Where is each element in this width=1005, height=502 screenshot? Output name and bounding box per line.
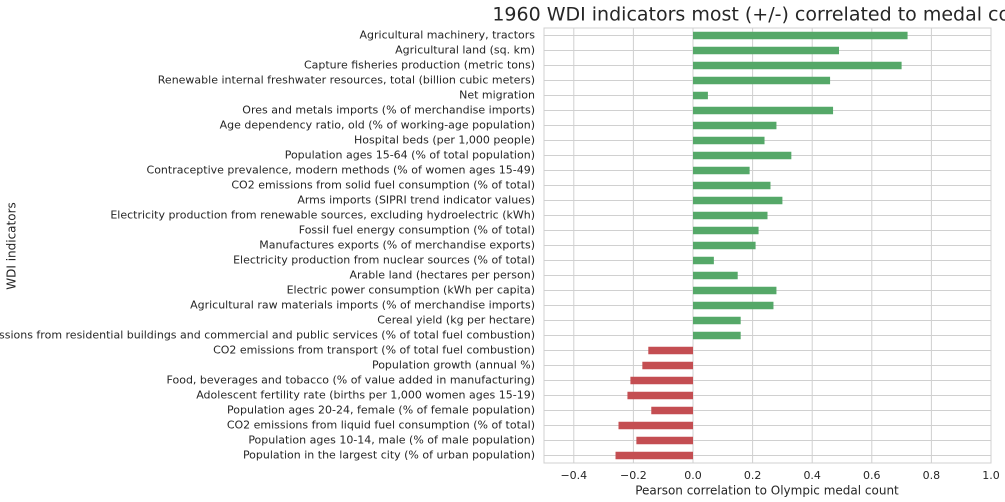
x-tick-label: 0.6 [863,469,881,482]
x-tick-label: 0.8 [923,469,941,482]
x-tick-label: −0.2 [620,469,647,482]
bar [693,256,714,265]
x-axis-label: Pearson correlation to Olympic medal cou… [635,484,899,498]
y-tick-label: Electricity production from nuclear sour… [233,254,535,267]
y-tick-label: Food, beverages and tobacco (% of value … [167,374,535,387]
y-tick-label: Net migration [459,89,535,102]
x-tick-label: 0.0 [684,469,702,482]
y-tick-label: Agricultural land (sq. km) [395,44,535,57]
y-tick-label: Population ages 15-64 (% of total popula… [285,149,535,162]
y-tick-label: Arms imports (SIPRI trend indicator valu… [297,194,535,207]
bar [642,361,693,370]
y-tick-label: Adolescent fertility rate (births per 1,… [196,389,535,402]
bar [693,331,741,340]
bar [651,406,693,415]
bar [627,391,693,400]
plot-frame [543,27,992,464]
bar [615,451,693,460]
y-tick-label: Hospital beds (per 1,000 people) [354,134,535,147]
bar [693,166,750,175]
y-tick-label: Fossil fuel energy consumption (% of tot… [299,224,535,237]
y-axis-label: WDI indicators [5,202,19,290]
bar [648,346,693,355]
y-tick-label: CO2 emissions from solid fuel consumptio… [231,179,535,192]
chart-title: 1960 WDI indicators most (+/-) correlate… [492,4,1005,26]
bar [693,241,756,250]
y-tick-label: Ores and metals imports (% of merchandis… [242,104,535,117]
bar [693,91,708,100]
y-tick-label: CO2 emissions from residential buildings… [0,329,535,342]
bar [693,61,902,70]
bar [693,196,783,205]
x-tick-label: −0.4 [560,469,587,482]
bar [693,106,834,115]
x-tick-label: 1.0 [982,469,1000,482]
y-tick-label: Population in the largest city (% of urb… [243,449,535,462]
y-tick-label: Age dependency ratio, old (% of working-… [220,119,535,132]
y-tick-label: Contraceptive prevalence, modern methods… [147,164,535,177]
y-tick-label: Manufactures exports (% of merchandise e… [259,239,535,252]
bar [693,46,840,55]
y-tick-label: CO2 emissions from liquid fuel consumpti… [227,419,535,432]
bar [630,376,693,385]
y-tick-label: Capture fisheries production (metric ton… [304,59,535,72]
bar [693,136,765,145]
bar [693,76,831,85]
bar [693,226,759,235]
bar [693,211,768,220]
y-tick-label: Agricultural raw materials imports (% of… [190,299,535,312]
bar [693,31,908,40]
y-tick-label: Population ages 20-24, female (% of fema… [227,404,535,417]
y-tick-label: Agricultural machinery, tractors [360,29,536,42]
y-tick-label: Renewable internal freshwater resources,… [158,74,535,87]
bar [693,301,774,310]
bar [693,286,777,295]
y-tick-label: Electric power consumption (kWh per capi… [287,284,535,297]
bar [693,121,777,130]
y-tick-label: Population growth (annual %) [372,359,535,372]
x-tick-label: 0.4 [803,469,821,482]
y-tick-label: CO2 emissions from transport (% of total… [213,344,535,357]
bar [693,316,741,325]
bar [693,151,792,160]
bar [693,271,738,280]
y-tick-label: Electricity production from renewable so… [110,209,535,222]
y-tick-label: Arable land (hectares per person) [349,269,535,282]
y-tick-label: Cereal yield (kg per hectare) [377,314,535,327]
bar [693,181,771,190]
bar [636,436,693,445]
bar [618,421,693,430]
x-tick-label: 0.2 [744,469,762,482]
y-tick-label: Population ages 10-14, male (% of male p… [248,434,535,447]
